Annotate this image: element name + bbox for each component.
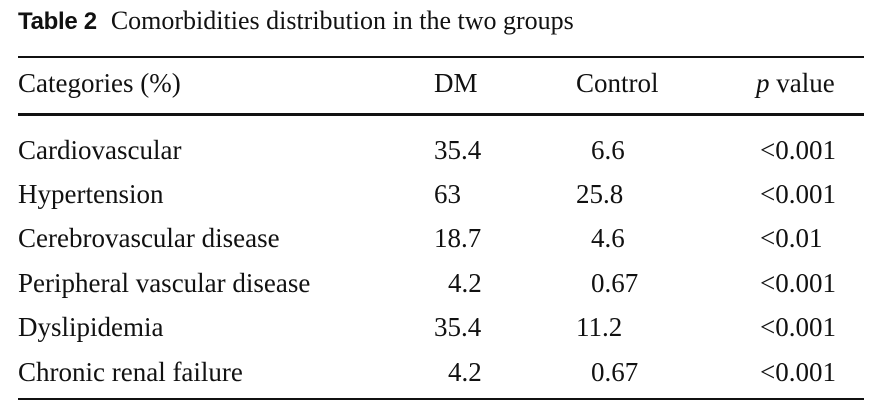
row-5-p: <0.001 xyxy=(760,312,836,342)
row-5-control: 11.2 xyxy=(576,312,623,342)
row-2-dm: 63 xyxy=(434,179,461,209)
row-4-control: 0.67 xyxy=(591,268,639,298)
row-4-category: Peripheral vascular disease xyxy=(18,268,311,298)
bottom-rule xyxy=(18,398,864,400)
table-caption: Table 2 Comorbidities distribution in th… xyxy=(18,6,574,42)
row-5-dm: 35.4 xyxy=(434,312,482,342)
row-2-category: Hypertension xyxy=(18,179,164,209)
header-categories: Categories (%) xyxy=(18,68,181,98)
table-title: Comorbidities distribution in the two gr… xyxy=(110,6,574,35)
row-1-p: <0.001 xyxy=(760,135,836,165)
row-3-p: <0.01 xyxy=(760,223,823,253)
row-6-category: Chronic renal failure xyxy=(18,357,243,387)
row-4-dm: 4.2 xyxy=(448,268,482,298)
row-3-control: 4.6 xyxy=(591,223,625,253)
row-1-category: Cardiovascular xyxy=(18,135,182,165)
row-3-dm: 18.7 xyxy=(434,223,482,253)
row-6-p: <0.001 xyxy=(760,357,836,387)
row-1-dm: 35.4 xyxy=(434,135,482,165)
top-rule xyxy=(18,56,864,58)
header-rule xyxy=(18,113,864,116)
row-3-category: Cerebrovascular disease xyxy=(18,223,280,253)
table-label: Table 2 xyxy=(18,8,97,35)
header-p-symbol: p xyxy=(756,68,770,98)
row-6-dm: 4.2 xyxy=(448,357,482,387)
row-4-p: <0.001 xyxy=(760,268,836,298)
row-2-control: 25.8 xyxy=(576,179,624,209)
row-6-control: 0.67 xyxy=(591,357,639,387)
row-1-control: 6.6 xyxy=(591,135,625,165)
header-control: Control xyxy=(576,68,659,98)
row-5-category: Dyslipidemia xyxy=(18,312,164,342)
header-p-label: value xyxy=(769,68,835,98)
row-2-p: <0.001 xyxy=(760,179,836,209)
header-dm: DM xyxy=(434,68,478,98)
header-p-value: p value xyxy=(756,67,835,99)
